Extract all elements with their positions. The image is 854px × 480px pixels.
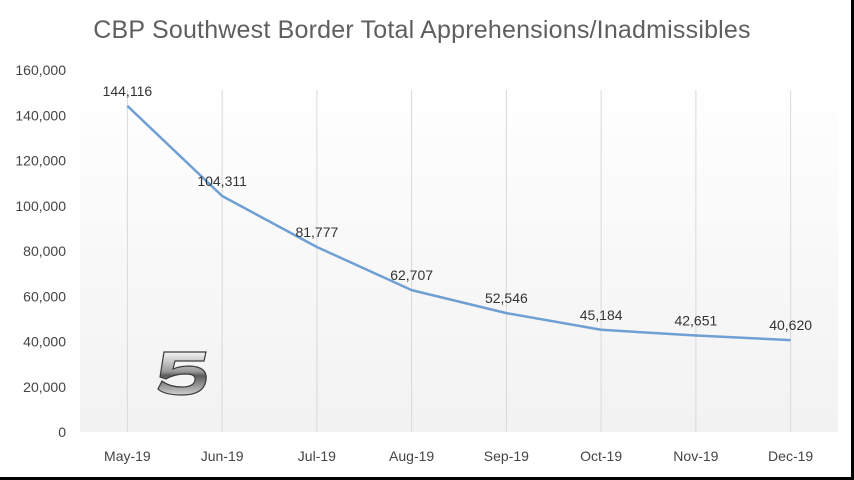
channel-5-logo	[157, 351, 207, 396]
series-line	[126, 105, 791, 342]
data-label: 81,777	[295, 224, 338, 240]
data-label: 62,707	[390, 267, 433, 283]
y-tick-label: 100,000	[15, 198, 66, 214]
chart-title: CBP Southwest Border Total Apprehensions…	[93, 16, 751, 44]
x-tick-label: Oct-19	[580, 448, 622, 464]
y-tick-label: 0	[58, 424, 66, 440]
y-tick-label: 120,000	[15, 153, 66, 169]
plot-area	[80, 70, 838, 432]
y-tick-label: 80,000	[23, 243, 66, 259]
data-label: 144,116	[103, 83, 153, 99]
frame-border-right	[851, 0, 854, 480]
x-tick-label: Jun-19	[201, 448, 244, 464]
y-tick-label: 60,000	[23, 288, 66, 304]
x-tick-label: Jul-19	[298, 448, 336, 464]
data-label: 52,546	[485, 290, 528, 306]
data-label: 42,651	[674, 313, 717, 329]
frame-border-bottom	[0, 477, 854, 480]
data-label: 40,620	[769, 317, 812, 333]
y-tick-label: 140,000	[15, 107, 66, 123]
y-tick-label: 20,000	[23, 379, 66, 395]
x-tick-label: Sep-19	[484, 448, 529, 464]
data-label: 104,311	[197, 173, 247, 189]
x-tick-label: Dec-19	[768, 448, 813, 464]
x-tick-label: Aug-19	[389, 448, 434, 464]
data-label: 45,184	[580, 307, 623, 323]
y-tick-label: 40,000	[23, 334, 66, 350]
y-tick-label: 160,000	[15, 62, 66, 78]
x-tick-label: Nov-19	[673, 448, 718, 464]
x-tick-label: May-19	[104, 448, 151, 464]
